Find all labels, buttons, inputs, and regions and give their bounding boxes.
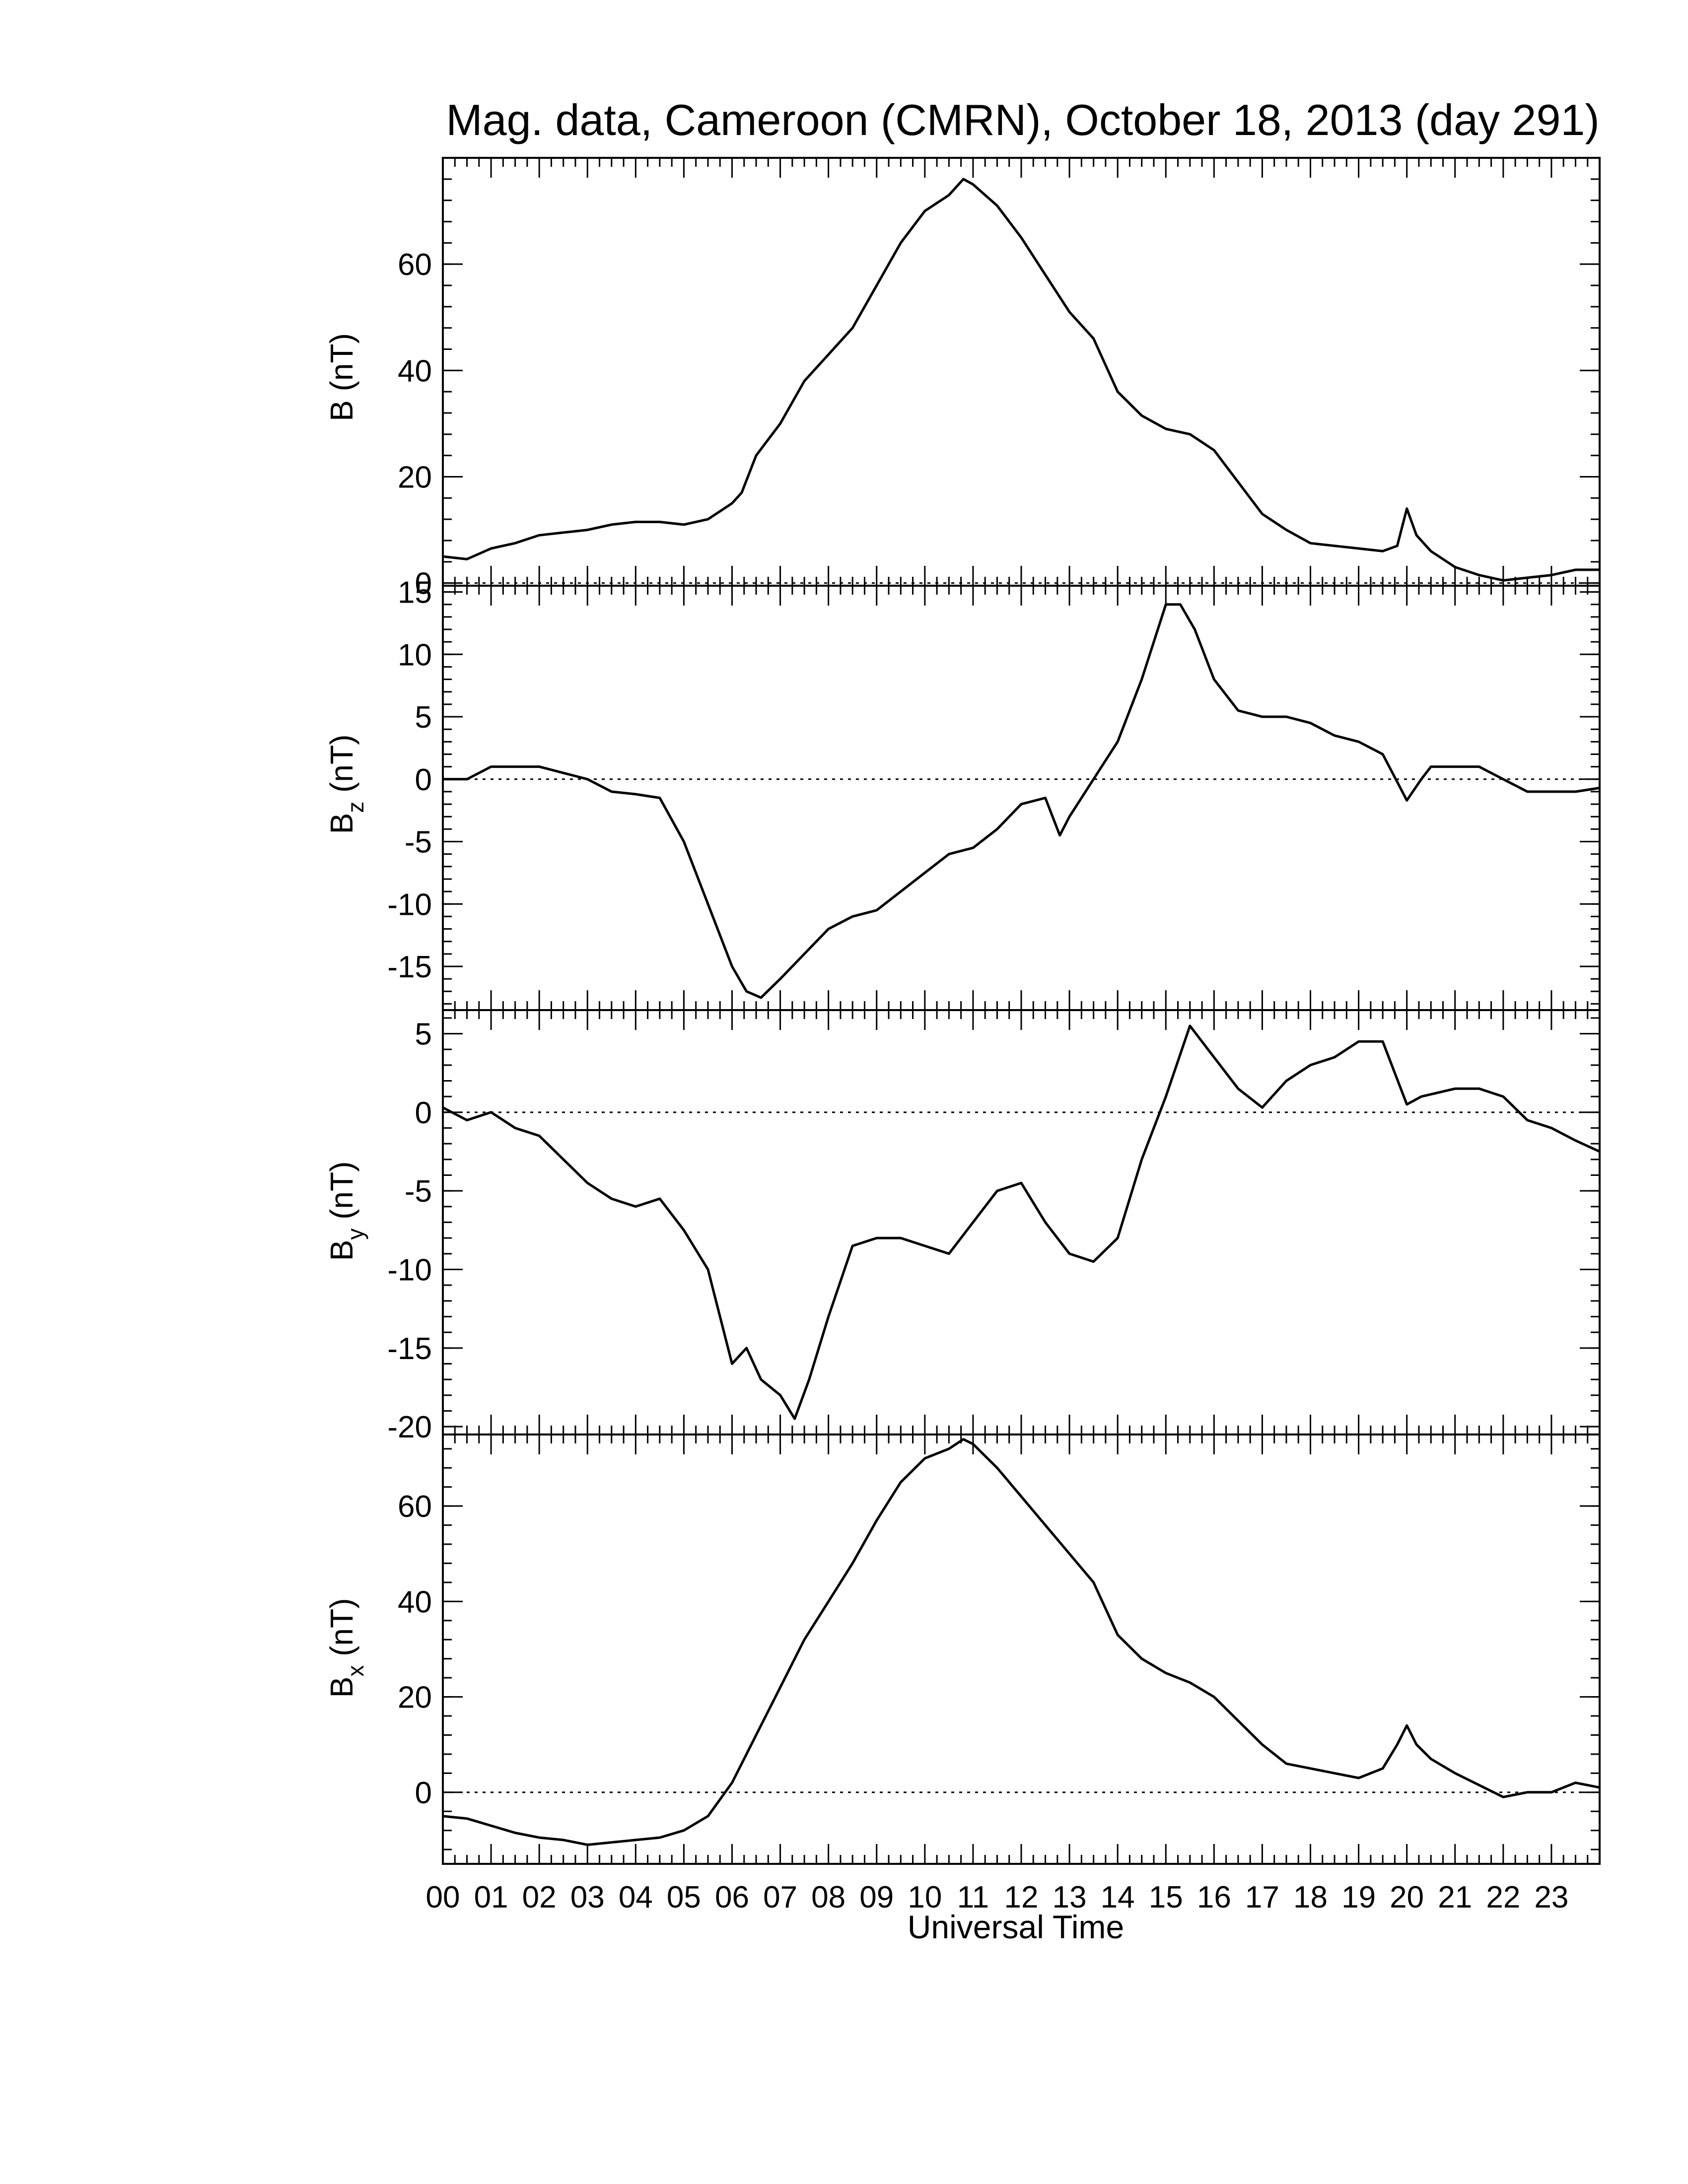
x-tick-label: 09 [859, 1880, 894, 1914]
x-tick-label: 05 [667, 1880, 701, 1914]
y-tick-label: 20 [398, 460, 432, 494]
x-tick-label: 14 [1101, 1880, 1135, 1914]
panel-1: 0 20 40 60 B (nT) [324, 157, 1601, 601]
y-axis-label: Bz (nT) [324, 735, 368, 834]
panel-3: 5 0 -5 -10 -15 -20 By (nT) [324, 1009, 1601, 1444]
y-tick-label: -10 [387, 1253, 432, 1288]
y-tick-label: -5 [405, 825, 432, 860]
y-tick-label: -15 [387, 1332, 432, 1366]
y-tick-label: 5 [415, 700, 432, 735]
x-tick-label: 15 [1149, 1880, 1183, 1914]
plot-frame [442, 1009, 1601, 1435]
x-tick-label: 13 [1053, 1880, 1087, 1914]
x-tick-label: 04 [619, 1880, 653, 1914]
x-tick-label: 20 [1390, 1880, 1424, 1914]
y-tick-label: 20 [398, 1681, 432, 1715]
panel-2: 15 10 5 0 -5 -10 -15 Bz (nT) [324, 576, 1601, 1011]
x-tick-label: 07 [763, 1880, 797, 1914]
x-tick-label: 23 [1534, 1880, 1568, 1914]
chart-title: Mag. data, Cameroon (CMRN), October 18, … [446, 95, 1599, 144]
x-tick-label: 11 [957, 1880, 989, 1914]
plot-frame [442, 585, 1601, 1011]
x-tick-label: 21 [1438, 1880, 1472, 1914]
y-tick-label: 60 [398, 1490, 432, 1524]
plot-frame [442, 1433, 1601, 1865]
x-tick-label: 17 [1245, 1880, 1279, 1914]
x-tick-label: 12 [1004, 1880, 1039, 1914]
x-axis-label: Universal Time [908, 1909, 1124, 1945]
y-tick-label: -10 [387, 887, 432, 922]
y-tick-label: -20 [387, 1410, 432, 1444]
y-tick-label: 15 [398, 576, 432, 610]
y-tick-label: 0 [415, 1776, 432, 1810]
x-tick-label: 02 [522, 1880, 557, 1914]
y-tick-label: 0 [415, 763, 432, 797]
x-tick-label: 18 [1293, 1880, 1328, 1914]
y-tick-label: -15 [387, 950, 432, 984]
y-tick-label: 10 [398, 638, 432, 672]
y-tick-label: 40 [398, 354, 432, 388]
x-tick-label: 00 [426, 1880, 460, 1914]
x-tick-label: 08 [811, 1880, 845, 1914]
x-tick-label: 06 [715, 1880, 749, 1914]
y-tick-label: 60 [398, 248, 432, 282]
x-tick-label: 22 [1486, 1880, 1520, 1914]
y-tick-label: 5 [415, 1018, 432, 1052]
panel-4: 0 20 40 60 Bx (nT) [324, 1433, 1601, 1865]
x-tick-label: 10 [908, 1880, 942, 1914]
series-line [442, 178, 1600, 582]
x-tick-label: 03 [570, 1880, 605, 1914]
x-tick-label: 01 [474, 1880, 508, 1914]
y-axis-label: B (nT) [324, 333, 359, 421]
plot-frame [442, 157, 1601, 587]
y-axis-label: Bx (nT) [324, 1598, 368, 1698]
series-line [442, 1024, 1601, 1420]
series-line [442, 1438, 1600, 1846]
y-axis-label: By (nT) [324, 1161, 368, 1261]
y-tick-label: 0 [415, 567, 432, 601]
y-tick-label: -5 [405, 1174, 432, 1209]
y-tick-label: 40 [398, 1585, 432, 1619]
y-tick-label: 0 [415, 1096, 432, 1130]
series-line [443, 603, 1600, 999]
x-tick-label: 19 [1341, 1880, 1376, 1914]
x-tick-label: 16 [1197, 1880, 1231, 1914]
